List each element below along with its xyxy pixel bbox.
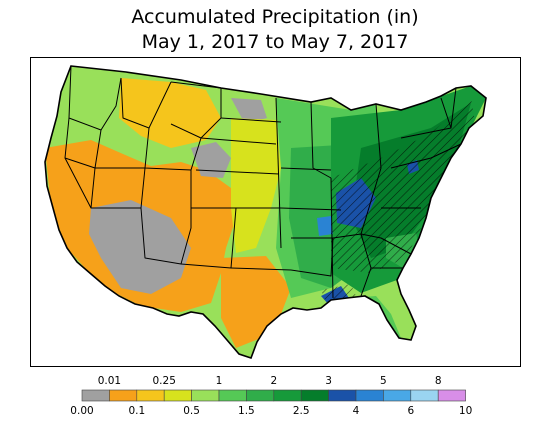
precipitation-map xyxy=(44,65,487,359)
legend-label-top: 5 xyxy=(380,375,387,387)
legend-label-bottom: 1.5 xyxy=(238,405,255,417)
legend-label-bottom: 6 xyxy=(407,405,415,417)
legend-swatch xyxy=(163,389,192,402)
legend-label-bottom: 2.5 xyxy=(292,405,310,417)
legend-label-top: 2 xyxy=(270,375,278,387)
legend-label-top: 0.01 xyxy=(97,375,122,387)
legend-label-bottom: 0.00 xyxy=(70,405,94,417)
legend-swatch xyxy=(218,389,247,402)
legend-label-bottom: 4 xyxy=(352,405,360,417)
legend-label-top: 0.25 xyxy=(152,375,176,387)
legend-swatch xyxy=(109,389,138,402)
legend-swatch xyxy=(300,389,329,402)
legend-label-top: 3 xyxy=(325,375,332,387)
legend-swatch xyxy=(246,389,275,402)
legend-swatch xyxy=(81,389,110,402)
legend-label-bottom: 0.5 xyxy=(183,405,200,417)
legend-label-bottom: 0.1 xyxy=(128,405,146,417)
legend-label-top: 1 xyxy=(215,375,223,387)
legend-swatch xyxy=(136,389,165,402)
map-date-range: May 1, 2017 to May 7, 2017 xyxy=(141,31,409,53)
legend-swatch xyxy=(328,389,357,402)
legend-swatch xyxy=(273,389,302,402)
map-title: Accumulated Precipitation (in) xyxy=(131,6,419,28)
legend-label-bottom: 10 xyxy=(458,405,473,417)
legend-swatch xyxy=(410,389,439,402)
map-panel xyxy=(30,57,521,367)
legend-swatch xyxy=(355,389,384,402)
legend-label-top: 8 xyxy=(434,375,442,387)
legend-swatch xyxy=(383,389,412,402)
legend-swatch xyxy=(437,389,466,402)
legend-swatch xyxy=(191,389,220,402)
